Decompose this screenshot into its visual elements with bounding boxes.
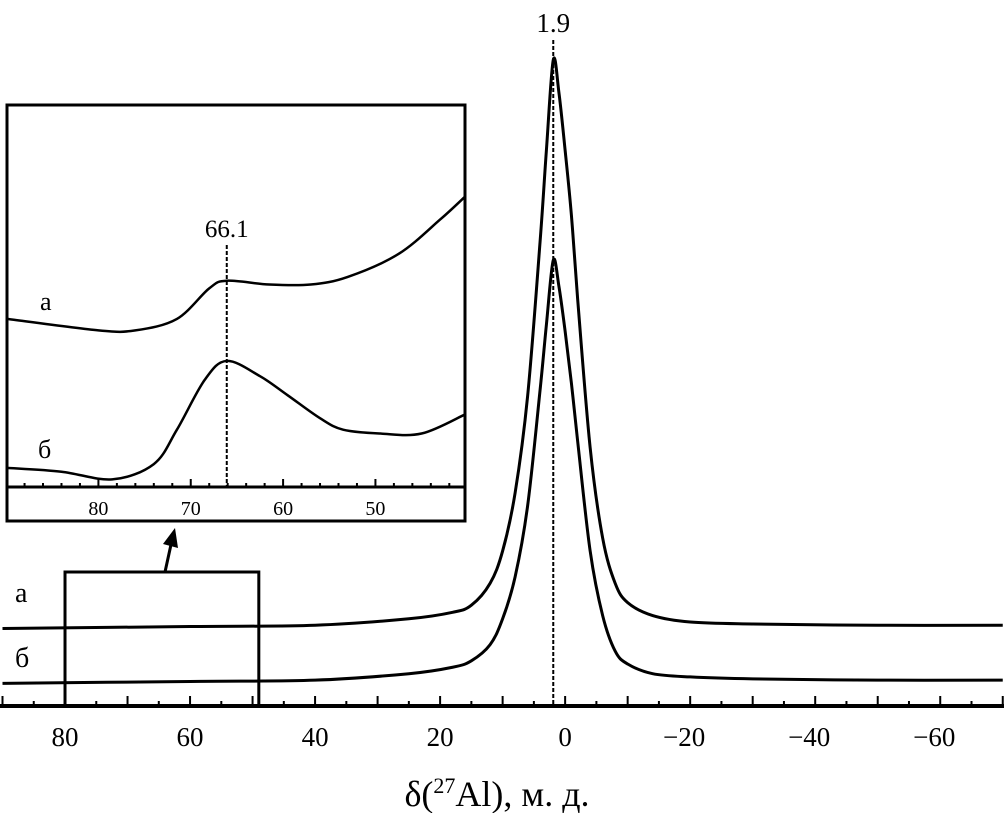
series-line-a: [2, 56, 1003, 630]
series-label-a: а: [15, 578, 28, 609]
x-tick-label: 60: [273, 498, 293, 520]
x-tick-label: 60: [177, 722, 204, 752]
arrowhead-icon: [163, 528, 178, 548]
main-spectrum: 80 60 40 20 0 −20 −40 −60 а б 1.9: [0, 8, 1004, 752]
peak-label: 1.9: [536, 8, 570, 38]
x-tick-label: 20: [427, 722, 454, 752]
peak-label: 66.1: [205, 216, 249, 243]
x-tick-label: 80: [52, 722, 79, 752]
series-label-a: а: [40, 287, 52, 316]
x-tick-label: 0: [558, 722, 572, 752]
zoom-region-box: [63, 570, 261, 708]
x-tick-label: −60: [913, 722, 955, 752]
x-tick-label: −40: [788, 722, 830, 752]
series-label-b: б: [38, 435, 51, 464]
series-line-b: [6, 359, 466, 481]
x-tick-label: 70: [181, 498, 201, 520]
series-label-b: б: [15, 643, 29, 674]
x-tick-label: 80: [88, 498, 108, 520]
inset-spectrum: 80 70 60 50 а б 66.1: [5, 103, 467, 523]
x-tick-label: −20: [663, 722, 705, 752]
x-tick-label: 40: [302, 722, 329, 752]
x-tick-label: 50: [365, 498, 385, 520]
inset-frame: [5, 103, 467, 523]
x-axis-label: δ(27Al), м. д.: [404, 773, 589, 813]
series-line-a: [6, 195, 466, 334]
